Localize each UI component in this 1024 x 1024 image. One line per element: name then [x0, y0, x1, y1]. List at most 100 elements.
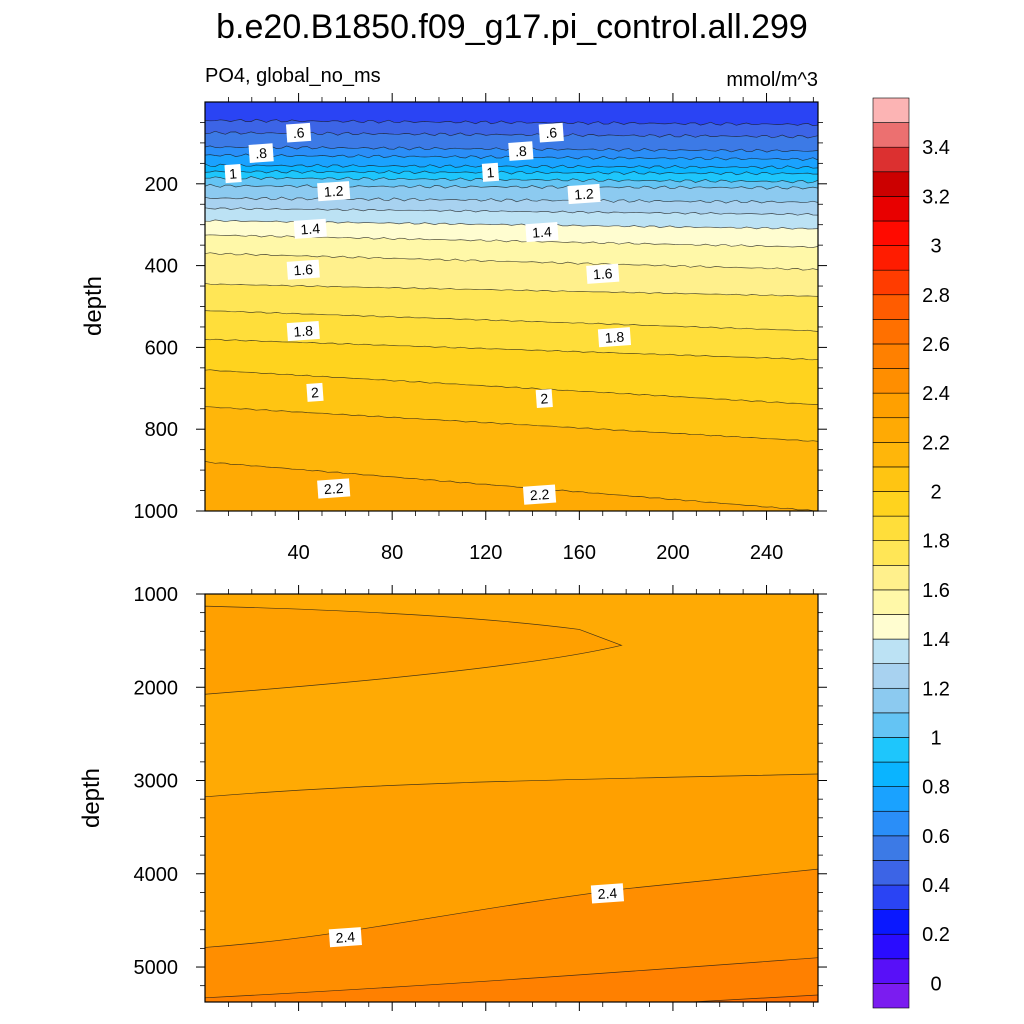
lower-panel: 2.4 2.4 1000 2000 3000 4000 5000 depth	[78, 584, 827, 1011]
upper-contour-label: .8	[508, 141, 534, 161]
upper-label-box	[306, 382, 324, 402]
colorbar-label: 0.6	[922, 826, 950, 848]
colorbar-label: 3.4	[922, 137, 950, 159]
upper-label-text: 1.4	[532, 223, 553, 240]
lower-contour-line	[205, 957, 818, 999]
upper-contour-label: 1.6	[586, 263, 620, 284]
colorbar-swatch	[872, 540, 910, 566]
upper-axis-ticks: 40 80 120 160 200 240 200 400 600 800 1000	[134, 93, 827, 564]
colorbar-swatch	[872, 589, 910, 615]
colorbar-swatch	[872, 909, 910, 935]
upper-contour-fill	[205, 102, 818, 511]
colorbar-swatch	[872, 614, 910, 640]
upper-contour-line	[205, 310, 818, 332]
colorbar-label: 2	[930, 482, 941, 504]
colorbar-label: 1.2	[922, 678, 950, 700]
upper-contour-label: 1.8	[597, 327, 632, 348]
lower-label-text: 2.4	[335, 929, 356, 946]
colorbar-swatch	[872, 245, 910, 271]
lower-label-text: 2.4	[597, 885, 618, 902]
y-tick-label: 5000	[134, 957, 179, 979]
upper-contour-label: .6	[285, 122, 312, 143]
upper-label-text: 2.2	[323, 480, 344, 497]
upper-label-text: 1.2	[574, 185, 595, 202]
upper-contour-label: 1.8	[286, 320, 320, 342]
colorbar-swatch	[872, 958, 910, 984]
colorbar-label: 0	[930, 973, 941, 995]
upper-contour-label: 2	[535, 388, 553, 409]
x-tick-label: 120	[469, 542, 502, 564]
colorbar-swatch	[872, 761, 910, 787]
colorbar-swatch	[872, 663, 910, 689]
lower-axis-ticks: 1000 2000 3000 4000 5000	[134, 584, 827, 1011]
upper-label-box	[586, 263, 620, 284]
lower-contour-labels: 2.4 2.4	[328, 883, 625, 948]
y-tick-label: 200	[145, 174, 178, 196]
upper-panel: .6 .6 .8 .8 1 1 1.2 1.2 1.4 1.4 1.6 1.6 1.8 1.8 2 2 2.2 2…	[80, 93, 827, 564]
colorbar-swatch	[872, 737, 910, 763]
upper-label-box	[535, 388, 553, 409]
upper-contour-line	[205, 163, 818, 170]
upper-contour-label: 1.4	[525, 221, 559, 243]
colorbar-label: 3	[930, 236, 941, 258]
upper-contour-line	[205, 252, 818, 271]
upper-label-text: 2.2	[529, 486, 550, 503]
colorbar-swatch	[872, 269, 910, 296]
colorbar-label: 2.8	[922, 285, 950, 307]
colorbar-swatch	[872, 97, 910, 123]
upper-label-text: .8	[255, 145, 268, 162]
y-tick-label: 800	[145, 419, 178, 441]
upper-label-box	[522, 484, 557, 505]
lower-label-box	[590, 883, 625, 904]
upper-label-text: 2	[311, 384, 320, 401]
upper-contour-lines	[205, 118, 818, 511]
colorbar-swatch	[872, 712, 910, 738]
upper-contour-line	[205, 283, 818, 297]
lower-plot-frame	[204, 593, 819, 1003]
x-tick-label: 200	[656, 542, 689, 564]
colorbar-swatch	[872, 220, 910, 246]
colorbar-label: 0.2	[922, 924, 950, 946]
y-tick-label: 2000	[134, 677, 179, 699]
upper-label-box	[481, 162, 500, 182]
y-tick-label: 4000	[134, 864, 179, 886]
upper-label-box	[293, 218, 327, 239]
upper-contour-label: 2	[306, 382, 324, 402]
upper-label-text: 1.8	[604, 329, 625, 346]
upper-label-box	[508, 141, 534, 161]
upper-contour-line	[205, 169, 818, 176]
colorbar-swatch	[872, 368, 910, 394]
lower-label-box	[328, 927, 362, 948]
upper-label-box	[285, 122, 312, 143]
colorbar-label: 3.2	[922, 186, 950, 208]
colorbar-label: 1.6	[922, 580, 950, 602]
upper-label-box	[538, 122, 564, 143]
colorbar: 3.4 3.2 3 2.8 2.6 2.4 2.2 2 1.8 1.6 1.4 1.2 1 0.8 0.6 0…	[872, 97, 950, 1009]
x-tick-label: 240	[750, 542, 783, 564]
lower-tongue-band	[205, 605, 623, 695]
colorbar-label: 2.2	[922, 432, 950, 454]
y-tick-label: 1000	[134, 584, 179, 606]
colorbar-swatch	[872, 466, 910, 492]
upper-label-box	[224, 164, 242, 184]
upper-label-text: .6	[545, 124, 558, 141]
colorbar-swatch	[872, 122, 910, 148]
upper-contour-line	[205, 196, 818, 204]
lower-contour-label: 2.4	[590, 883, 625, 904]
colorbar-swatch	[872, 564, 910, 591]
x-tick-label: 40	[287, 542, 309, 564]
colorbar-swatch	[872, 515, 910, 542]
colorbar-label: 1	[930, 727, 941, 749]
y-tick-label: 3000	[134, 771, 179, 793]
upper-contour-label: 1.2	[317, 181, 351, 202]
colorbar-label: 0.8	[922, 777, 950, 799]
colorbar-swatch	[872, 810, 910, 837]
upper-contour-label: .6	[538, 122, 564, 143]
upper-label-text: 1	[229, 165, 238, 182]
upper-contour-line	[205, 207, 818, 216]
colorbar-swatch	[872, 417, 910, 443]
upper-contour-label: 1.2	[567, 183, 601, 205]
upper-contour-line	[205, 176, 818, 184]
x-tick-label: 80	[381, 542, 403, 564]
